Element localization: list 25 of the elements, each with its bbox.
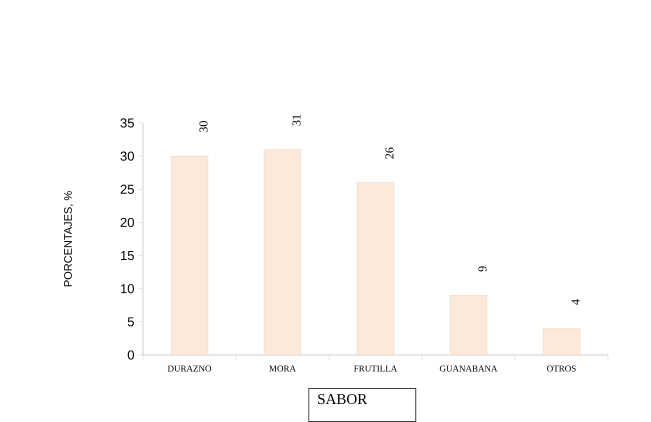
- y-tick-label: 20: [120, 218, 134, 228]
- x-tick-label: GUANABANA: [440, 366, 498, 372]
- y-tick-label: 30: [120, 152, 134, 161]
- x-tick-label: DURAZNO: [168, 366, 212, 372]
- data-label: 9: [478, 266, 487, 272]
- y-axis-title: PORCENTAJES, %: [64, 191, 74, 286]
- y-tick-label: 15: [121, 251, 134, 260]
- x-axis-title: SABOR: [318, 394, 368, 404]
- y-tick-label: 5: [128, 317, 134, 326]
- data-label: 26: [385, 148, 394, 159]
- y-tick-label: 35: [120, 118, 134, 128]
- bar: [356, 182, 394, 356]
- bar: [170, 156, 208, 356]
- bar: [450, 295, 488, 356]
- x-tick-label: OTROS: [547, 366, 576, 372]
- x-tick-label: MORA: [269, 366, 296, 372]
- bar: [542, 328, 580, 356]
- data-label: 30: [199, 121, 208, 132]
- y-tick-label: 10: [121, 284, 134, 294]
- data-label: 31: [292, 114, 301, 126]
- data-label: 4: [572, 299, 580, 305]
- x-tick-label: FRUTILLA: [354, 366, 398, 372]
- bar: [264, 149, 302, 356]
- y-tick-label: 0: [128, 350, 134, 360]
- y-tick-label: 25: [120, 184, 134, 194]
